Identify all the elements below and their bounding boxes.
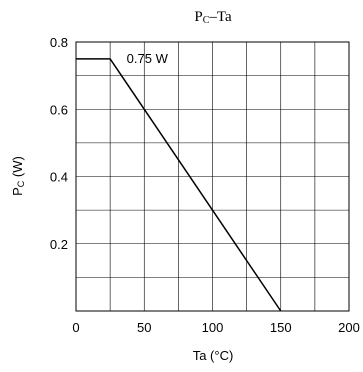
chart-title-rest: –Ta — [208, 9, 232, 25]
chart-title: PC–Ta — [194, 9, 232, 26]
x-tick-labels: 0 50 100 150 200 — [72, 320, 359, 335]
y-axis-label: PC (W) — [10, 156, 26, 196]
chart-title-main: P — [194, 9, 202, 25]
x-axis-label: Ta (°C) — [193, 348, 234, 363]
y-tick-label: 0.6 — [50, 102, 68, 117]
y-tick-label: 0.4 — [50, 170, 68, 185]
plot-frame — [75, 41, 350, 312]
x-tick-label: 50 — [137, 320, 151, 335]
y-tick-labels: 0.2 0.4 0.6 0.8 — [50, 35, 68, 252]
annotations: 0.75 W — [127, 51, 169, 66]
y-axis-label-main: P — [10, 187, 25, 196]
grid — [76, 42, 349, 311]
series-line — [76, 58, 282, 312]
x-tick-label: 100 — [202, 320, 224, 335]
x-tick-label: 200 — [338, 320, 360, 335]
y-axis-label-subscript: C — [16, 180, 26, 187]
y-tick-label: 0.2 — [50, 237, 68, 252]
series-group — [76, 58, 282, 312]
x-tick-label: 0 — [72, 320, 79, 335]
annotation-label: 0.75 W — [127, 51, 169, 66]
x-tick-label: 150 — [270, 320, 292, 335]
chart-title-subscript: C — [203, 15, 210, 26]
y-tick-label: 0.8 — [50, 35, 68, 50]
y-axis-label-rest: (W) — [10, 156, 25, 181]
